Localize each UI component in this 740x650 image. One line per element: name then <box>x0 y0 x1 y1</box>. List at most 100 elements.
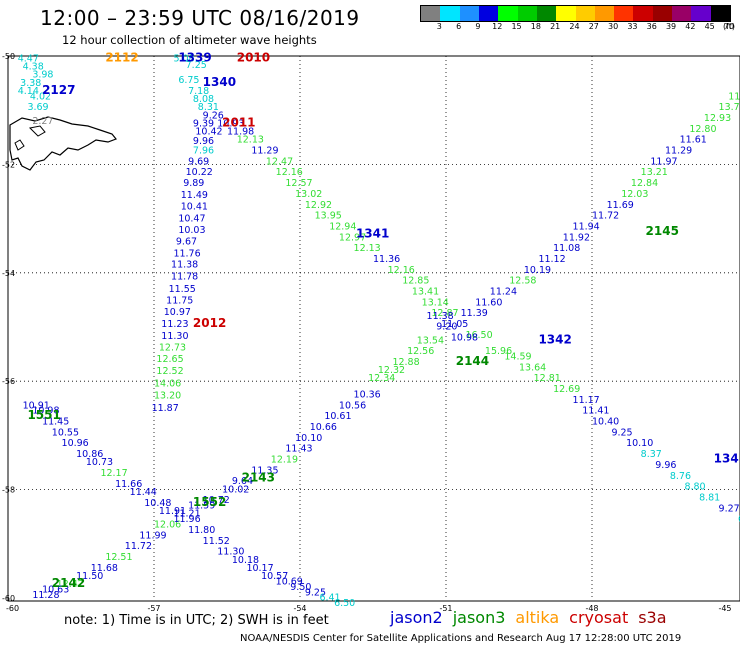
wave-height-value: 11.68 <box>91 563 118 574</box>
wave-height-value: 11.29 <box>251 146 278 157</box>
colorbar-tick-label: 39 <box>665 22 677 31</box>
wave-height-value: 13.41 <box>412 286 439 297</box>
wave-height-value: 9.50 <box>290 582 311 593</box>
wave-height-value: 10.55 <box>52 427 79 438</box>
wave-height-value: 11.66 <box>115 479 142 490</box>
lon-axis-label: -48 <box>585 604 598 613</box>
wave-height-value: 10.03 <box>178 225 205 236</box>
pass-number-label: 1340 <box>203 75 236 89</box>
wave-height-value: 11.52 <box>203 536 230 547</box>
wave-height-value: 11.41 <box>582 406 609 417</box>
wave-height-value: 12.34 <box>368 373 395 384</box>
satellite-legend-jason3: jason3 <box>452 608 506 627</box>
track-1340: 10.9311.9812.1311.2912.4712.1612.5713.02… <box>217 118 740 525</box>
wave-height-value: 11.73 <box>728 91 740 102</box>
wave-height-value: 8.31 <box>198 102 219 113</box>
graticule <box>8 56 740 600</box>
wave-height-value: 11.30 <box>217 547 244 558</box>
colorbar-swatch <box>440 6 460 21</box>
wave-height-value: 14.06 <box>154 379 181 390</box>
track-2127: 4.474.383.983.384.144.023.69 2.27 <box>18 53 54 126</box>
wave-height-value: 12.87 <box>431 308 458 319</box>
wave-height-value: 11.72 <box>125 541 152 552</box>
wave-height-value: 6.44 <box>738 514 740 525</box>
colorbar-tick-label: 6 <box>456 22 462 31</box>
wave-height-value: 11.69 <box>607 200 634 211</box>
wave-height-value: 9.96 <box>193 136 214 147</box>
wave-height-value: 12.51 <box>105 552 132 563</box>
wave-height-value: 2.27 <box>32 116 53 127</box>
wave-height-value: 12.94 <box>329 221 356 232</box>
wave-height-value: 10.69 <box>276 576 303 587</box>
wave-height-value: 12.73 <box>159 342 186 353</box>
lat-axis-label: -58 <box>2 486 15 495</box>
wave-height-value: 6.75 <box>178 75 199 86</box>
pass-number-label: 1339 <box>178 50 211 64</box>
colorbar-swatch <box>652 6 673 21</box>
wave-height-value: 13.02 <box>295 189 322 200</box>
wave-height-value: 11.99 <box>139 530 166 541</box>
wave-height-value: 12.69 <box>553 384 580 395</box>
colorbar-swatch <box>691 6 711 21</box>
pass-number-label: 2011 <box>222 115 255 129</box>
wave-height-value: 9.25 <box>611 427 632 438</box>
wave-height-value: 11.76 <box>173 249 200 260</box>
wave-height-value: 11.43 <box>285 444 312 455</box>
wave-height-value: 11.78 <box>171 271 198 282</box>
pass-number-label: 1341 <box>356 227 389 241</box>
wave-height-value: 11.12 <box>538 254 565 265</box>
lat-axis-label: -50 <box>2 52 15 61</box>
lat-axis-label: -52 <box>2 160 15 169</box>
wave-height-value: 10.91 <box>23 400 50 411</box>
wave-height-value: 10.61 <box>324 411 351 422</box>
wave-height-value: 9.26 <box>203 110 224 121</box>
wave-height-value: 9.64 <box>232 476 253 487</box>
wave-height-value: 6.41 <box>319 593 340 604</box>
wave-height-value: 11.08 <box>553 243 580 254</box>
wave-height-value: 12.57 <box>285 178 312 189</box>
colorbar-tick-label: 18 <box>530 22 541 31</box>
wave-height-value: 10.97 <box>164 307 191 318</box>
wave-height-value: 8.08 <box>193 94 214 105</box>
wave-height-value: 12.80 <box>689 124 716 135</box>
lon-axis-label: -54 <box>293 604 306 613</box>
colorbar-tick-label: 33 <box>627 22 638 31</box>
wave-height-value: 12.03 <box>621 189 648 200</box>
track-1341: 10.9110.9811.4510.5510.9610.8610.7312.17… <box>23 400 356 609</box>
wave-height-value: 12.47 <box>266 156 293 167</box>
wave-height-value: 10.22 <box>186 167 213 178</box>
colorbar-swatch <box>710 6 730 21</box>
colorbar-swatch <box>459 6 479 21</box>
wave-height-value: 8.80 <box>684 482 705 493</box>
wave-height-value: 12.17 <box>100 468 127 479</box>
wave-height-value: 11.91 <box>159 506 186 517</box>
wave-height-value: 12.32 <box>378 365 405 376</box>
wave-height-value: 10.98 <box>32 406 59 417</box>
wave-height-value: 3.98 <box>32 70 53 81</box>
satellite-legend-altika: altika <box>515 608 560 627</box>
wave-height-value: 10.47 <box>178 213 205 224</box>
wave-height-value: 11.61 <box>680 135 707 146</box>
wave-height-value: 9.67 <box>176 237 197 248</box>
wave-height-value: 9.89 <box>183 178 204 189</box>
wave-height-value: 10.40 <box>592 417 619 428</box>
wave-height-value: 11.96 <box>173 514 200 525</box>
wave-height-value: 8.81 <box>699 492 720 503</box>
falkland-islands-landmass <box>9 116 117 171</box>
track-2145: 11.389.2010.9811.3911.6011.2412.5810.191… <box>427 91 740 343</box>
wave-height-value: 8.76 <box>670 471 691 482</box>
wave-height-value: 10.66 <box>310 422 337 433</box>
colorbar-tick-label: 12 <box>492 22 503 31</box>
pass-number-label: 2144 <box>456 354 489 368</box>
colorbar-swatch <box>421 6 441 21</box>
wave-height-value: 11.92 <box>563 232 590 243</box>
wave-height-value: 11.38 <box>171 259 198 270</box>
credit-line: NOAA/NESDIS Center for Satellite Applica… <box>240 633 682 644</box>
wave-height-value: 4.38 <box>23 62 44 73</box>
colorbar <box>420 5 731 22</box>
wave-height-value: 7.18 <box>188 86 209 97</box>
wave-height-value: 11.50 <box>76 571 103 582</box>
